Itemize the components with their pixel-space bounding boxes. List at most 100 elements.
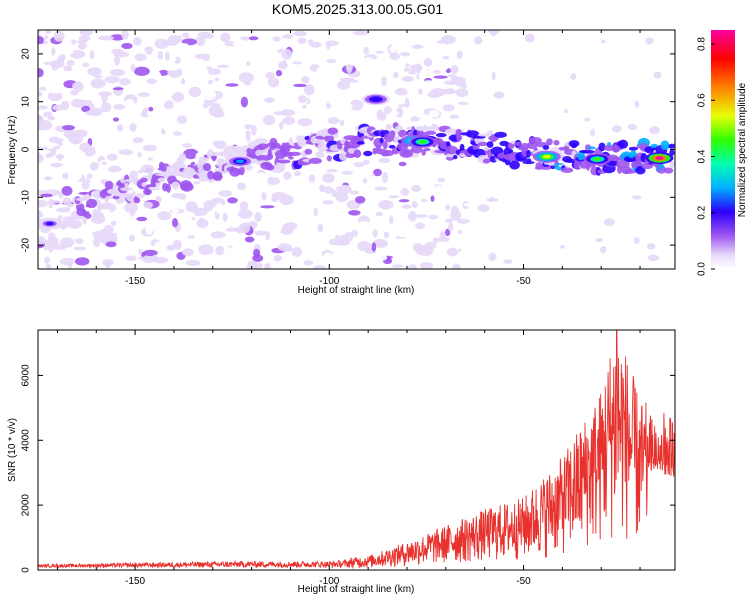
heatmap-cell — [207, 151, 221, 157]
heatmap-cell — [120, 187, 133, 192]
heatmap-cell — [425, 130, 437, 135]
heatmap-cell — [107, 198, 118, 204]
heatmap-cell — [121, 42, 133, 50]
heatmap-cell — [191, 59, 202, 66]
heatmap-cell — [403, 67, 410, 72]
heatmap-cell — [415, 126, 426, 131]
heatmap-cell — [363, 46, 369, 55]
heatmap-cell — [40, 80, 50, 85]
heatmap-cell — [267, 77, 280, 88]
heatmap-cell — [79, 30, 93, 37]
heatmap-cell — [346, 64, 353, 74]
heatmap-cell — [142, 255, 155, 264]
heatmap-cell — [668, 143, 675, 149]
heatmap-cell — [437, 177, 446, 182]
heatmap-cell — [435, 185, 442, 193]
heatmap-cell — [110, 250, 119, 256]
heatmap-cell — [183, 123, 194, 134]
heatmap-cell — [102, 259, 114, 266]
heatmap-cell — [71, 98, 86, 108]
heatmap-cell — [275, 161, 286, 171]
heatmap-cell — [155, 71, 162, 81]
heatmap-cell — [148, 106, 154, 112]
heatmap-cell — [385, 123, 392, 131]
heatmap-cell — [202, 103, 209, 109]
heatmap-cell — [362, 178, 368, 184]
heatmap-cell — [105, 241, 117, 248]
heatmap-cell — [246, 61, 251, 66]
heatmap-cell — [38, 68, 44, 78]
heatmap-cell — [333, 133, 339, 138]
heatmap-cell — [273, 111, 286, 116]
heatmap-cell — [398, 199, 410, 203]
heatmap-cell — [269, 106, 283, 112]
heatmap-cell — [277, 243, 292, 252]
heatmap-cell — [227, 197, 238, 204]
heatmap-cell — [407, 264, 418, 269]
heatmap-cell — [542, 154, 551, 159]
heatmap-cell — [439, 231, 447, 239]
heatmap-cell — [457, 230, 462, 234]
heatmap-cell — [198, 217, 205, 226]
heatmap-cell — [271, 196, 279, 203]
x-tick-label: -50 — [516, 276, 531, 287]
heatmap-cell — [409, 117, 420, 122]
heatmap-cell — [560, 167, 574, 173]
heatmap-cell — [112, 117, 120, 122]
heatmap-cell — [208, 105, 224, 117]
heatmap-cell — [349, 190, 359, 195]
heatmap-cell — [192, 181, 201, 185]
heatmap-cell — [461, 84, 467, 89]
heatmap-cell — [279, 194, 294, 206]
heatmap-cell — [147, 157, 153, 161]
heatmap-cell — [131, 191, 136, 197]
heatmap-cell — [297, 37, 307, 44]
heatmap-cell — [121, 30, 129, 40]
heatmap-cell — [347, 79, 359, 83]
heatmap-cell — [340, 125, 347, 136]
heatmap-cell — [328, 97, 333, 105]
heatmap-cell — [53, 30, 65, 42]
heatmap-cell — [419, 245, 434, 257]
heatmap-cell — [58, 50, 74, 55]
heatmap-cell — [503, 254, 510, 260]
heatmap-cell — [525, 158, 532, 162]
heatmap-cell — [78, 35, 91, 42]
heatmap-cell — [313, 265, 326, 269]
heatmap-cell — [87, 67, 102, 77]
heatmap-cell — [400, 187, 410, 196]
heatmap-cell — [358, 221, 370, 228]
heatmap-cell — [593, 157, 602, 161]
heatmap-cell — [405, 63, 410, 68]
heatmap-cell — [383, 231, 389, 239]
heatmap-cell — [336, 184, 352, 194]
heatmap-cell — [382, 141, 388, 150]
heatmap-cell — [411, 44, 424, 49]
heatmap-cell — [471, 96, 478, 101]
bottom-x-ticks: -150 -100 -50 — [56, 330, 641, 587]
heatmap-cell — [39, 86, 47, 91]
heatmap-cell — [494, 131, 507, 138]
heatmap-cell — [143, 249, 158, 257]
heatmap-cell — [48, 91, 63, 102]
heatmap-cell — [349, 99, 364, 111]
heatmap-cell — [112, 87, 124, 91]
heatmap-cell — [212, 171, 223, 182]
heatmap-cell — [164, 65, 180, 71]
heatmap-cell — [225, 83, 239, 87]
heatmap-cell — [102, 161, 107, 165]
heatmap-cell — [374, 186, 388, 191]
heatmap-cell — [422, 80, 436, 85]
heatmap-cell — [362, 57, 374, 65]
heatmap-cell — [40, 193, 53, 198]
heatmap-cell — [368, 169, 373, 177]
heatmap-cell — [381, 76, 387, 87]
heatmap-cell — [324, 134, 335, 143]
heatmap-cell — [322, 200, 334, 205]
heatmap-cell — [491, 71, 496, 81]
heatmap-cell — [187, 235, 195, 239]
heatmap-cell — [293, 30, 307, 37]
heatmap-cell — [178, 152, 187, 163]
heatmap-cell — [383, 106, 392, 115]
heatmap-cell — [57, 153, 63, 162]
